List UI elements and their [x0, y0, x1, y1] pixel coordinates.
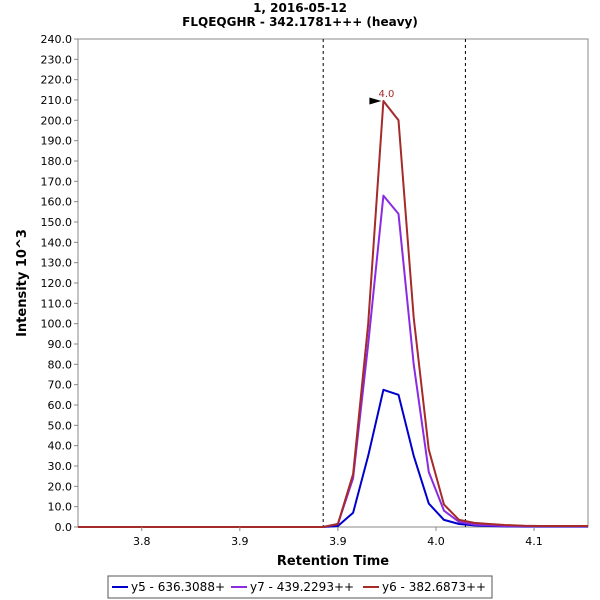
legend-label: y7 - 439.2293++ — [250, 580, 354, 594]
y-tick-label: 220.0 — [41, 74, 73, 87]
plot-area — [77, 38, 589, 528]
y-tick-label: 40.0 — [48, 440, 73, 453]
peak-rt-label: 4.0 — [378, 89, 394, 100]
y-tick-label: 150.0 — [41, 216, 73, 229]
legend-label: y5 - 636.3088+ — [131, 580, 225, 594]
y-tick-label: 160.0 — [41, 196, 73, 209]
y-tick-label: 10.0 — [48, 501, 73, 514]
y-tick-label: 130.0 — [41, 257, 73, 270]
y-axis-label: Intensity 10^3 — [15, 229, 30, 337]
y-tick-label: 140.0 — [41, 236, 73, 249]
y-tick-label: 60.0 — [48, 399, 73, 412]
y-tick-label: 100.0 — [41, 318, 73, 331]
y-tick-label: 20.0 — [48, 480, 73, 493]
y-tick-label: 190.0 — [41, 135, 73, 148]
y-tick-label: 240.0 — [41, 33, 73, 46]
chart-subtitle: FLQEQGHR - 342.1781+++ (heavy) — [182, 15, 418, 29]
x-tick-label: 3.8 — [133, 535, 151, 548]
y-tick-label: 50.0 — [48, 419, 73, 432]
y-tick-label: 200.0 — [41, 114, 73, 127]
y-tick-label: 230.0 — [41, 53, 73, 66]
y-tick-label: 170.0 — [41, 175, 73, 188]
y-tick-label: 30.0 — [48, 460, 73, 473]
y-tick-label: 210.0 — [41, 94, 73, 107]
x-tick-label: 3.9 — [329, 535, 347, 548]
x-tick-label: 4.1 — [525, 535, 543, 548]
x-tick-label: 3.9 — [231, 535, 249, 548]
x-tick-label: 4.0 — [427, 535, 445, 548]
y-tick-label: 80.0 — [48, 358, 73, 371]
chart-title: 1, 2016-05-12 — [253, 1, 347, 15]
peak-arrow-icon — [369, 97, 382, 105]
y-tick-label: 180.0 — [41, 155, 73, 168]
y-tick-label: 0.0 — [55, 521, 73, 534]
legend-box — [107, 575, 493, 599]
y-tick-label: 120.0 — [41, 277, 73, 290]
y-tick-label: 110.0 — [41, 297, 73, 310]
series-line — [78, 100, 588, 528]
legend-label: y6 - 382.6873++ — [382, 580, 486, 594]
y-tick-label: 70.0 — [48, 379, 73, 392]
y-tick-label: 90.0 — [48, 338, 73, 351]
x-axis-label: Retention Time — [277, 554, 389, 569]
